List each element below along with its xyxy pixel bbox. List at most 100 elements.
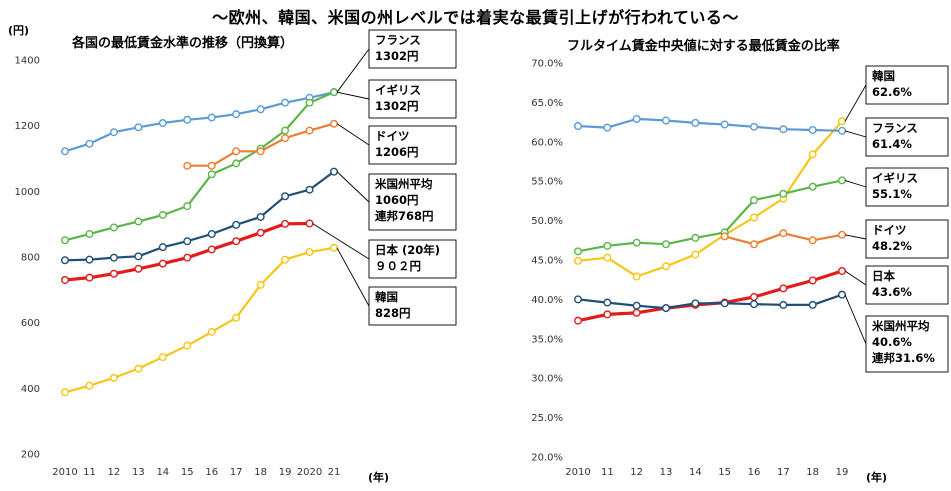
- x-tick-label: 11: [83, 467, 96, 478]
- point-japan: [305, 219, 314, 228]
- point-us-state-avg: [750, 300, 759, 309]
- point-us-state-avg: [183, 237, 192, 246]
- y-tick-label: 60.0%: [531, 137, 563, 148]
- callout-text-france: 1302円: [375, 49, 419, 63]
- point-korea: [158, 353, 167, 362]
- point-uk: [662, 240, 671, 249]
- point-uk: [632, 238, 641, 247]
- callout-text-france: フランス: [872, 121, 918, 135]
- point-france: [720, 120, 729, 129]
- callout-leader-us-state-avg: [844, 294, 867, 345]
- x-tick-label: 18: [806, 467, 819, 478]
- point-korea: [632, 272, 641, 281]
- callout-text-korea: 828円: [375, 306, 411, 320]
- callout-leader-germany: [336, 123, 370, 146]
- line-us-state-avg: [577, 293, 843, 310]
- point-us-state-avg: [662, 304, 671, 313]
- x-tick-label: 15: [181, 467, 194, 478]
- point-korea: [281, 255, 290, 264]
- point-korea: [808, 150, 817, 159]
- callout-text-germany: 48.2%: [872, 239, 912, 253]
- point-us-state-avg: [720, 299, 729, 308]
- y-tick-label: 400: [21, 384, 40, 395]
- point-uk: [750, 196, 759, 205]
- x-tick-label: 14: [689, 467, 702, 478]
- y-tick-label: 20.0%: [531, 453, 563, 464]
- point-uk: [158, 210, 167, 219]
- x-tick-label: 19: [836, 467, 849, 478]
- callout-leader-france: [844, 130, 867, 138]
- point-france: [750, 122, 759, 131]
- point-korea: [330, 243, 339, 252]
- callout-leader-korea: [336, 247, 370, 307]
- point-korea: [305, 248, 314, 257]
- point-france: [256, 105, 265, 114]
- callout-leader-uk: [336, 91, 370, 100]
- callout-text-uk: イギリス: [872, 171, 918, 185]
- x-tick-label: 14: [156, 467, 169, 478]
- y-tick-label: 70.0%: [531, 59, 563, 70]
- point-uk: [109, 223, 118, 232]
- point-germany: [207, 161, 216, 170]
- callout-text-germany: 1206円: [375, 145, 419, 159]
- point-japan: [750, 293, 759, 302]
- point-japan: [603, 310, 612, 319]
- point-france: [134, 123, 143, 132]
- callout-text-us-state-avg: 1060円: [375, 193, 419, 207]
- callout-text-france: 61.4%: [872, 137, 912, 151]
- point-france: [85, 139, 94, 148]
- point-korea: [232, 313, 241, 322]
- point-japan: [574, 316, 583, 325]
- point-korea: [603, 253, 612, 262]
- point-korea: [662, 262, 671, 271]
- left-chart: 各国の最低賃金水準の推移（円換算） (円) (年) 200 400 600 800 1000 1…: [8, 24, 457, 484]
- point-germany: [750, 240, 759, 249]
- callout-leader-france: [336, 48, 370, 93]
- point-us-state-avg: [158, 243, 167, 252]
- y-tick-label: 1200: [15, 121, 40, 132]
- x-tick-label: 2010: [52, 467, 77, 478]
- callout-box-us-state-avg: [368, 173, 457, 231]
- point-japan: [109, 269, 118, 278]
- callout-text-us-state-avg: 連邦31.6%: [872, 351, 935, 365]
- point-us-state-avg: [85, 255, 94, 264]
- x-tick-label: 21: [328, 467, 341, 478]
- point-france: [632, 114, 641, 123]
- point-germany: [183, 161, 192, 170]
- point-korea: [207, 327, 216, 336]
- point-france: [232, 110, 241, 119]
- point-germany: [232, 147, 241, 156]
- line-korea: [577, 120, 843, 278]
- callout-box-korea: [865, 65, 949, 105]
- point-us-state-avg: [632, 301, 641, 310]
- callout-text-japan: 日本: [872, 269, 895, 283]
- callout-leader-japan: [844, 270, 867, 286]
- chart-title: 各国の最低賃金水準の推移（円換算）: [71, 35, 293, 51]
- callout-leader-uk: [844, 179, 867, 188]
- point-france: [281, 98, 290, 107]
- point-uk: [838, 176, 847, 185]
- point-us-state-avg: [779, 300, 788, 309]
- callout-text-korea: 韓国: [872, 69, 895, 83]
- callout-text-germany: ドイツ: [872, 223, 907, 237]
- point-france: [183, 115, 192, 124]
- x-tick-label: 18: [254, 467, 267, 478]
- point-france: [574, 122, 583, 131]
- x-tick-label: 2020: [297, 467, 322, 478]
- point-uk: [85, 230, 94, 239]
- y-tick-label: 1400: [15, 56, 40, 67]
- callout-text-us-state-avg: 連邦768円: [375, 209, 434, 223]
- point-japan: [134, 264, 143, 273]
- point-france: [808, 125, 817, 134]
- line-japan: [577, 269, 843, 323]
- y-tick-label: 200: [21, 450, 40, 461]
- point-japan: [256, 228, 265, 237]
- callout-box-korea: [368, 286, 457, 326]
- point-uk: [134, 217, 143, 226]
- callout-box-uk: [368, 79, 457, 119]
- callout-box-germany: [368, 125, 457, 165]
- y-tick-label: 55.0%: [531, 177, 563, 188]
- point-us-state-avg: [134, 252, 143, 261]
- point-korea: [750, 213, 759, 222]
